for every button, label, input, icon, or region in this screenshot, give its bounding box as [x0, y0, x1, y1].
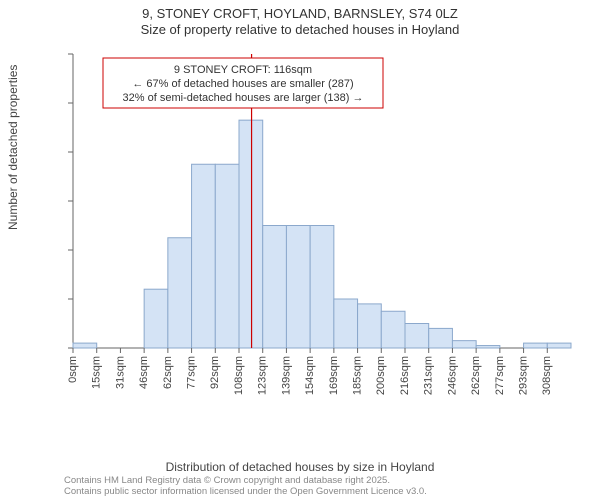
histogram-bar — [429, 328, 453, 348]
annotation-line: 32% of semi-detached houses are larger (… — [123, 92, 364, 104]
x-tick-label: 139sqm — [280, 356, 292, 395]
x-tick-label: 108sqm — [233, 356, 245, 395]
histogram-bar — [168, 238, 192, 348]
x-tick-label: 185sqm — [351, 356, 363, 395]
x-tick-label: 169sqm — [328, 356, 340, 395]
x-tick-label: 62sqm — [162, 356, 174, 389]
chart-title-block: 9, STONEY CROFT, HOYLAND, BARNSLEY, S74 … — [0, 0, 600, 39]
x-tick-label: 293sqm — [517, 356, 529, 395]
histogram-bar — [239, 120, 263, 348]
footer-attribution: Contains HM Land Registry data © Crown c… — [64, 476, 427, 498]
footer-line-2: Contains public sector information licen… — [64, 487, 427, 498]
histogram-bar — [215, 164, 239, 348]
histogram-bar — [524, 343, 548, 348]
annotation-line: 9 STONEY CROFT: 116sqm — [174, 64, 312, 76]
x-tick-label: 231sqm — [423, 356, 435, 395]
x-tick-label: 46sqm — [138, 356, 150, 389]
histogram-bar — [263, 226, 287, 349]
annotation-line: ← 67% of detached houses are smaller (28… — [132, 78, 353, 90]
histogram-bar — [381, 311, 405, 348]
x-tick-label: 154sqm — [304, 356, 316, 395]
histogram-bar — [452, 341, 476, 348]
x-tick-label: 200sqm — [375, 356, 387, 395]
histogram-bar — [405, 324, 429, 349]
x-tick-label: 0sqm — [67, 356, 79, 383]
x-tick-label: 277sqm — [494, 356, 506, 395]
x-tick-label: 92sqm — [209, 356, 221, 389]
histogram-bar — [547, 343, 571, 348]
x-axis-title: Distribution of detached houses by size … — [0, 460, 600, 474]
histogram-bar — [144, 289, 168, 348]
x-tick-label: 77sqm — [185, 356, 197, 389]
x-tick-label: 262sqm — [470, 356, 482, 395]
histogram-bar — [286, 226, 310, 349]
histogram-bar — [310, 226, 334, 349]
histogram-bar — [73, 343, 97, 348]
x-tick-label: 246sqm — [446, 356, 458, 395]
histogram-bar — [334, 299, 358, 348]
x-tick-label: 123sqm — [257, 356, 269, 395]
plot-area: 0204060801001200sqm15sqm31sqm46sqm62sqm7… — [65, 48, 575, 418]
x-tick-label: 216sqm — [399, 356, 411, 395]
histogram-bar — [358, 304, 382, 348]
histogram-chart: 0204060801001200sqm15sqm31sqm46sqm62sqm7… — [65, 48, 575, 418]
title-line-2: Size of property relative to detached ho… — [0, 22, 600, 38]
title-line-1: 9, STONEY CROFT, HOYLAND, BARNSLEY, S74 … — [0, 6, 600, 22]
x-tick-label: 308sqm — [541, 356, 553, 395]
y-axis-title: Number of detached properties — [6, 65, 20, 230]
histogram-bar — [192, 164, 216, 348]
histogram-bar — [476, 346, 500, 348]
x-tick-label: 15sqm — [91, 356, 103, 389]
x-tick-label: 31sqm — [114, 356, 126, 389]
